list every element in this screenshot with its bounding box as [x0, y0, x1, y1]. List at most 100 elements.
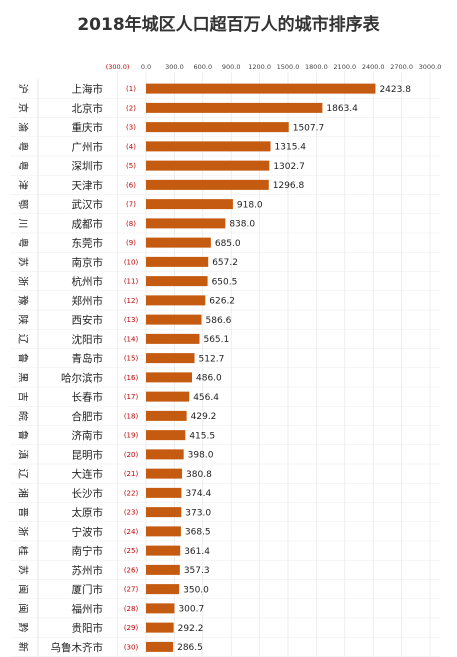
rank-label: (14)	[124, 335, 139, 343]
bar	[146, 410, 187, 421]
province-abbr: 湘	[17, 488, 30, 498]
rank-label: (7)	[126, 201, 136, 209]
bar-row: 苏 南京市 (10) 657.2	[10, 256, 440, 272]
city-label: 太原市	[72, 506, 104, 519]
bar	[146, 256, 209, 267]
bar	[146, 487, 182, 498]
bar	[146, 449, 184, 460]
bar	[146, 584, 180, 595]
x-tick-label: (300.0)	[106, 63, 130, 71]
data-label: 685.0	[215, 239, 241, 249]
bar	[146, 641, 174, 652]
rank-label: (25)	[124, 547, 139, 555]
data-label: 374.4	[185, 489, 211, 499]
rank-label: (21)	[124, 470, 139, 478]
x-tick-label: 1800.0	[305, 63, 328, 71]
data-label: 1302.7	[273, 162, 305, 172]
city-label: 青岛市	[72, 352, 104, 365]
city-label: 合肥市	[72, 410, 104, 423]
rank-label: (26)	[124, 566, 139, 574]
bar-row: 粤 东莞市 (9) 685.0	[10, 237, 440, 253]
city-label: 长沙市	[72, 487, 104, 500]
rank-label: (28)	[124, 605, 139, 613]
bar	[146, 545, 181, 556]
data-label: 1296.8	[273, 181, 305, 191]
city-label: 西安市	[72, 314, 104, 327]
x-tick-label: 900.0	[222, 63, 241, 71]
bar-row: 鲁 青岛市 (15) 512.7	[10, 352, 440, 369]
rank-label: (18)	[124, 412, 139, 420]
bar-row: 滇 昆明市 (20) 398.0	[10, 448, 440, 465]
bar-row: 川 成都市 (8) 838.0	[10, 217, 440, 234]
province-abbr: 闽	[17, 603, 30, 613]
x-tick-label: 2100.0	[333, 63, 356, 71]
x-tick-label: 1200.0	[248, 63, 271, 71]
province-abbr: 黑	[17, 372, 29, 382]
data-label: 657.2	[212, 258, 238, 268]
bar	[146, 141, 271, 152]
province-abbr: 川	[17, 218, 28, 228]
rows: 沪 上海市 (1) 2423.8 京 北京市 (2) 1863.4 渝 重庆市 (3) 1507.7 粤…	[10, 83, 440, 657]
bar	[146, 564, 180, 575]
city-label: 大连市	[72, 468, 104, 481]
rank-label: (20)	[124, 451, 139, 459]
chart-title: 2018年城区人口超百万人的城市排序表	[77, 15, 380, 35]
bar	[146, 622, 174, 633]
province-abbr: 黔	[17, 623, 30, 633]
rank-label: (15)	[124, 355, 139, 363]
rank-label: (6)	[126, 181, 136, 189]
city-label: 郑州市	[72, 294, 104, 307]
province-abbr: 沪	[17, 84, 30, 94]
bar	[146, 372, 193, 383]
bar-row: 陕 西安市 (13) 586.6	[10, 314, 440, 330]
city-label: 长春市	[72, 391, 104, 404]
rank-label: (1)	[126, 85, 136, 93]
bar	[146, 526, 181, 537]
city-label: 上海市	[72, 83, 104, 96]
city-label: 沈阳市	[72, 333, 104, 346]
data-label: 398.0	[188, 451, 214, 461]
city-label: 武汉市	[72, 198, 104, 211]
bar-row: 新 乌鲁木齐市 (30) 286.5	[10, 641, 440, 657]
data-label: 565.1	[203, 335, 229, 345]
city-label: 北京市	[72, 102, 104, 115]
bar-row: 浙 宁波市 (24) 368.5	[10, 525, 440, 542]
province-abbr: 桂	[17, 546, 30, 556]
province-abbr: 陕	[17, 315, 30, 325]
rank-label: (11)	[124, 278, 139, 286]
bar	[146, 237, 211, 248]
city-label: 东莞市	[72, 237, 104, 250]
bar-row: 辽 大连市 (21) 380.8	[10, 468, 440, 484]
bar	[146, 333, 200, 344]
province-abbr: 吉	[17, 392, 29, 402]
city-label: 福州市	[72, 602, 104, 615]
province-abbr: 鄂	[17, 199, 29, 209]
rank-label: (9)	[126, 239, 136, 247]
x-tick-label: 1500.0	[277, 63, 300, 71]
x-tick-label: 2700.0	[390, 63, 413, 71]
city-label: 南宁市	[72, 545, 104, 558]
bar	[146, 603, 175, 614]
province-abbr: 鲁	[17, 353, 30, 363]
data-label: 286.5	[177, 643, 203, 653]
rank-label: (27)	[124, 586, 139, 594]
bar-row: 皖 合肥市 (18) 429.2	[10, 410, 440, 426]
city-label: 南京市	[72, 256, 104, 269]
city-label: 广州市	[72, 140, 104, 153]
province-abbr: 皖	[17, 411, 30, 421]
province-abbr: 津	[17, 180, 29, 190]
data-label: 586.6	[206, 316, 232, 326]
province-abbr: 粤	[17, 161, 30, 171]
province-abbr: 苏	[17, 565, 30, 575]
x-tick-label: 0.0	[141, 63, 151, 71]
rank-label: (30)	[124, 643, 139, 651]
rank-label: (19)	[124, 432, 139, 440]
bar	[146, 160, 270, 171]
bar-row: 黑 哈尔滨市 (16) 486.0	[10, 371, 440, 388]
bar	[146, 218, 226, 229]
city-label: 乌鲁木齐市	[51, 641, 104, 654]
rank-label: (29)	[124, 624, 139, 632]
bar-row: 晋 太原市 (23) 373.0	[10, 506, 440, 523]
x-axis-ticks: (300.0) 0.0 300.0 600.0 900.0 1200.0 1500.0 180…	[106, 63, 442, 71]
province-abbr: 苏	[17, 257, 30, 267]
